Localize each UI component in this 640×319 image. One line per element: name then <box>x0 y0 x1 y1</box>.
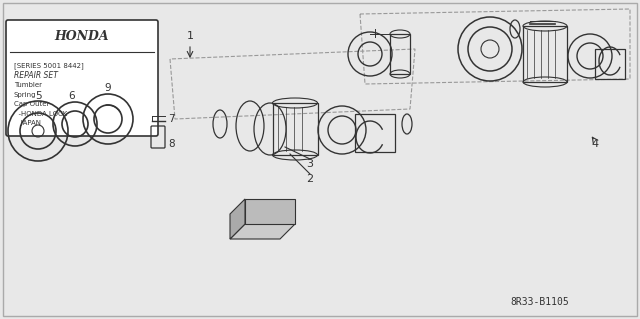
Text: 5: 5 <box>35 91 42 101</box>
Text: JAPAN: JAPAN <box>14 120 41 126</box>
Bar <box>523 26 567 82</box>
Text: 2: 2 <box>307 174 314 184</box>
Polygon shape <box>230 199 245 239</box>
FancyBboxPatch shape <box>6 20 158 136</box>
Bar <box>390 34 410 74</box>
Text: [SERIES 5001 8442]: [SERIES 5001 8442] <box>14 63 84 69</box>
Bar <box>10 24 154 50</box>
Text: -HONDA LOCK: -HONDA LOCK <box>14 110 67 116</box>
Text: 8R33-B1105: 8R33-B1105 <box>511 297 570 307</box>
Text: HONDA: HONDA <box>54 29 109 42</box>
Polygon shape <box>245 199 295 224</box>
Text: 1: 1 <box>186 31 193 41</box>
Text: 8: 8 <box>168 139 175 149</box>
Text: 7: 7 <box>168 114 175 124</box>
Text: Spring: Spring <box>14 92 36 98</box>
Text: 9: 9 <box>105 83 111 93</box>
Text: 4: 4 <box>591 139 598 149</box>
Text: REPAIR SET: REPAIR SET <box>14 71 58 80</box>
Text: 6: 6 <box>68 91 76 101</box>
Text: Cap Outer: Cap Outer <box>14 101 49 107</box>
Bar <box>273 103 318 155</box>
Polygon shape <box>230 224 295 239</box>
Text: 3: 3 <box>307 159 314 169</box>
Text: Tumbler: Tumbler <box>14 82 42 88</box>
